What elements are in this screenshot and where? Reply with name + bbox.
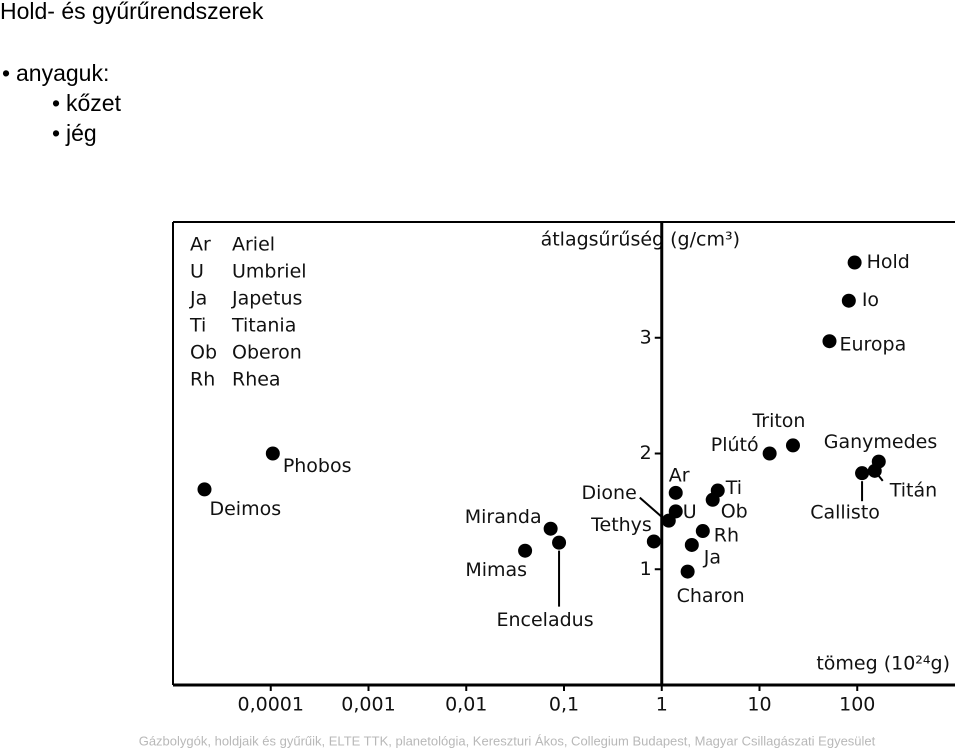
point-label: Mimas xyxy=(465,559,527,581)
point-label: Io xyxy=(862,289,879,311)
key-name: Titania xyxy=(231,315,296,337)
point xyxy=(705,492,720,507)
point-label: Ob xyxy=(721,500,748,522)
point-label: Plútó xyxy=(711,434,759,456)
point xyxy=(762,446,777,461)
point xyxy=(841,293,856,308)
x-tick-label: 0,001 xyxy=(341,694,395,716)
point-label: Dione xyxy=(582,482,637,504)
point-label: Tethys xyxy=(590,514,652,536)
slide-title: Hold- és gyűrűrendszerek xyxy=(0,0,264,24)
x-tick-label: 100 xyxy=(839,694,875,716)
bullet-dot: • xyxy=(2,60,10,86)
y-axis-title: átlagsűrűség (g/cm³) xyxy=(541,229,740,251)
key-abbr: Rh xyxy=(190,369,215,391)
key-name: Oberon xyxy=(232,342,302,364)
point xyxy=(646,534,661,549)
point-label: Ti xyxy=(725,477,742,499)
point-label: Ganymedes xyxy=(824,431,938,453)
key-abbr: U xyxy=(190,261,204,283)
point xyxy=(785,438,800,453)
y-tick-label: 3 xyxy=(640,326,652,348)
point xyxy=(822,334,837,349)
key-abbr: Ti xyxy=(189,315,206,337)
point xyxy=(265,446,280,461)
x-tick-label: 0,0001 xyxy=(238,694,304,716)
bullet-text: anyaguk: xyxy=(16,60,109,86)
key-name: Rhea xyxy=(232,369,281,391)
bullet-text: kőzet xyxy=(66,90,122,116)
bullets: • anyaguk:• kőzet• jég xyxy=(2,60,122,146)
point xyxy=(668,485,683,500)
point-label: Ar xyxy=(669,464,690,486)
point-label: U xyxy=(683,501,697,523)
point-label: Deimos xyxy=(209,498,281,520)
point-label: Miranda xyxy=(465,506,542,528)
key-name: Japetus xyxy=(231,288,302,310)
point-label: Phobos xyxy=(283,455,352,477)
y-tick-label: 1 xyxy=(640,558,652,580)
bullet-dot: • xyxy=(52,120,60,146)
point-label: Hold xyxy=(867,251,910,273)
point xyxy=(552,535,567,550)
x-axis-title: tömeg (10²⁴g) xyxy=(816,653,950,675)
point xyxy=(847,255,862,270)
bullet-text: jég xyxy=(65,120,97,146)
point-label: Charon xyxy=(677,585,745,607)
key-abbr: Ar xyxy=(190,234,211,256)
chart: átlagsűrűség (g/cm³) tömeg (10²⁴g) 1 2 3 0,… xyxy=(172,221,955,716)
point-label: Titán xyxy=(889,479,937,501)
x-tick-label: 10 xyxy=(747,694,771,716)
x-tick-label: 0,01 xyxy=(445,694,487,716)
point-label: Rh xyxy=(714,525,739,547)
point xyxy=(695,524,710,539)
y-tick-label: 2 xyxy=(640,442,652,464)
point xyxy=(680,564,695,579)
point-label: Triton xyxy=(751,410,805,432)
bullet-dot: • xyxy=(52,90,60,116)
point-label: Ja xyxy=(703,546,721,568)
point-label: Enceladus xyxy=(496,609,593,631)
point xyxy=(684,537,699,552)
leader-line xyxy=(639,496,665,520)
key-abbr: Ja xyxy=(189,288,207,310)
point-label: Europa xyxy=(839,334,906,356)
footer: Gázbolygók, holdjaik és gyűrűik, ELTE TT… xyxy=(139,733,876,748)
point xyxy=(543,521,558,536)
x-tick-label: 0,1 xyxy=(549,694,579,716)
point xyxy=(855,466,870,481)
key-name: Umbriel xyxy=(232,261,307,283)
key-name: Ariel xyxy=(232,234,275,256)
point xyxy=(197,482,212,497)
point xyxy=(867,463,882,478)
x-tick-label: 1 xyxy=(656,694,668,716)
point xyxy=(518,543,533,558)
key-abbr: Ob xyxy=(190,342,217,364)
point-label: Callisto xyxy=(810,502,880,524)
point xyxy=(668,504,683,519)
